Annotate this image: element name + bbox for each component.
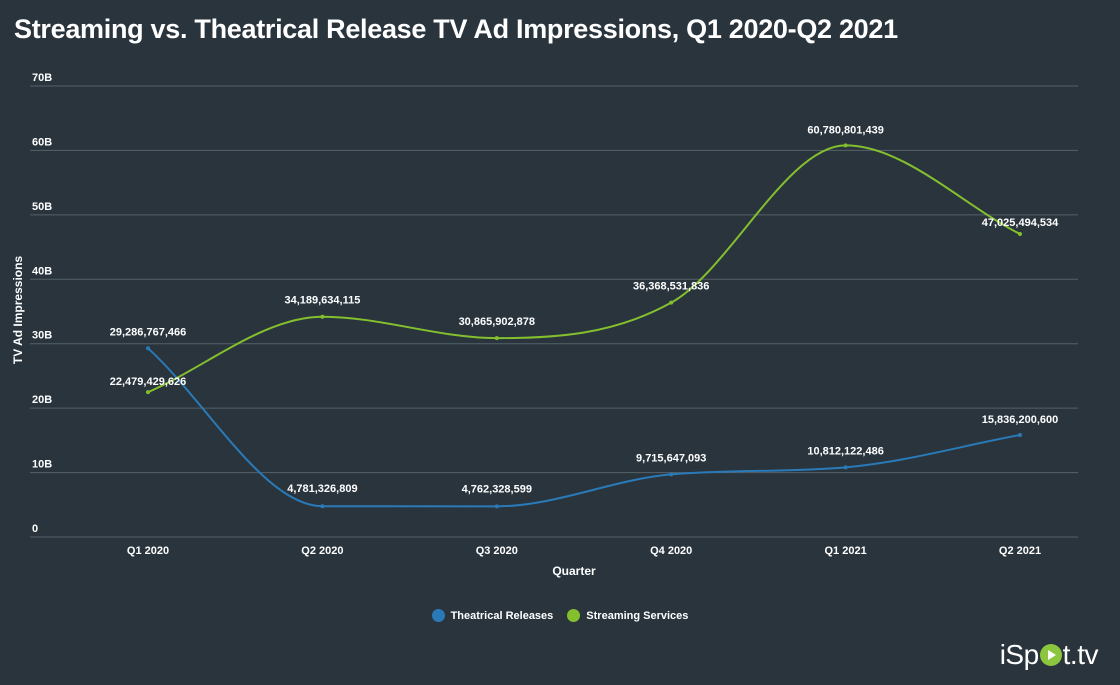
series-line-theatrical xyxy=(147,347,1021,508)
x-tick-label: Q2 2021 xyxy=(999,545,1041,557)
y-tick-label: 0 xyxy=(32,523,38,535)
y-tick-label: 20B xyxy=(32,394,52,406)
data-point-streaming[interactable] xyxy=(494,336,499,341)
legend-marker-theatrical xyxy=(431,609,445,622)
y-axis-ticks: 0 10B 20B 30B 40B 50B 60B 70B xyxy=(32,72,52,535)
data-point-theatrical[interactable] xyxy=(320,504,325,509)
data-label-streaming: 36,368,531,836 xyxy=(633,281,709,293)
data-point-streaming[interactable] xyxy=(146,390,150,395)
data-label-streaming: 22,479,429,626 xyxy=(110,376,186,388)
brand-text-start: iSp xyxy=(999,639,1039,670)
y-tick-label: 50B xyxy=(32,201,52,213)
data-point-streaming[interactable] xyxy=(843,143,848,148)
chart-title: Streaming vs. Theatrical Release TV Ad I… xyxy=(14,14,898,44)
data-point-theatrical[interactable] xyxy=(494,504,499,509)
data-label-theatrical: 4,781,326,809 xyxy=(287,483,357,495)
x-tick-label: Q2 2020 xyxy=(301,545,343,557)
data-label-theatrical: 10,812,122,486 xyxy=(807,445,883,457)
y-tick-label: 40B xyxy=(32,265,52,277)
data-point-theatrical[interactable] xyxy=(1018,432,1022,437)
x-tick-label: Q4 2020 xyxy=(650,545,692,557)
legend-item-streaming[interactable]: Streaming Services xyxy=(567,609,688,622)
play-icon xyxy=(1039,644,1062,666)
legend-marker-streaming xyxy=(567,609,581,622)
gridlines xyxy=(30,85,1078,538)
legend: Theatrical Releases Streaming Services xyxy=(0,609,1120,622)
series-line-streaming xyxy=(147,144,1021,394)
y-axis-label: TV Ad Impressions xyxy=(11,256,25,365)
data-label-streaming: 34,189,634,115 xyxy=(284,295,360,307)
legend-label-streaming: Streaming Services xyxy=(586,609,689,622)
legend-label-theatrical: Theatrical Releases xyxy=(450,609,554,622)
data-label-theatrical: 15,836,200,600 xyxy=(982,414,1058,426)
data-label-theatrical: 29,286,767,466 xyxy=(110,326,186,338)
y-tick-label: 30B xyxy=(32,330,52,342)
x-axis-ticks: Q1 2020 Q2 2020 Q3 2020 Q4 2020 Q1 2021 Q2 20… xyxy=(127,545,1041,557)
x-tick-label: Q1 2021 xyxy=(824,545,866,557)
series-lines xyxy=(146,143,1022,509)
y-tick-label: 60B xyxy=(32,136,52,148)
data-label-streaming: 47,025,494,534 xyxy=(982,217,1059,229)
y-tick-label: 70B xyxy=(32,72,52,84)
data-point-streaming[interactable] xyxy=(669,300,674,305)
data-labels: 29,286,767,466 4,781,326,809 4,762,328,599… xyxy=(110,124,1059,495)
data-point-streaming[interactable] xyxy=(1018,232,1022,237)
data-label-streaming: 60,780,801,439 xyxy=(807,124,883,136)
x-axis-label: Quarter xyxy=(552,564,596,578)
brand-text-end: t.tv xyxy=(1062,639,1099,670)
data-point-theatrical[interactable] xyxy=(146,346,150,351)
data-point-theatrical[interactable] xyxy=(669,472,674,477)
y-tick-label: 10B xyxy=(32,459,52,471)
data-label-streaming: 30,865,902,878 xyxy=(459,316,535,328)
data-point-theatrical[interactable] xyxy=(843,465,848,470)
data-label-theatrical: 4,762,328,599 xyxy=(462,483,532,495)
ispot-logo: iSp t.tv xyxy=(999,639,1099,671)
x-tick-label: Q1 2020 xyxy=(127,545,169,557)
x-tick-label: Q3 2020 xyxy=(476,545,518,557)
legend-item-theatrical[interactable]: Theatrical Releases xyxy=(431,609,554,622)
data-label-theatrical: 9,715,647,093 xyxy=(636,452,706,464)
data-point-streaming[interactable] xyxy=(320,314,325,319)
